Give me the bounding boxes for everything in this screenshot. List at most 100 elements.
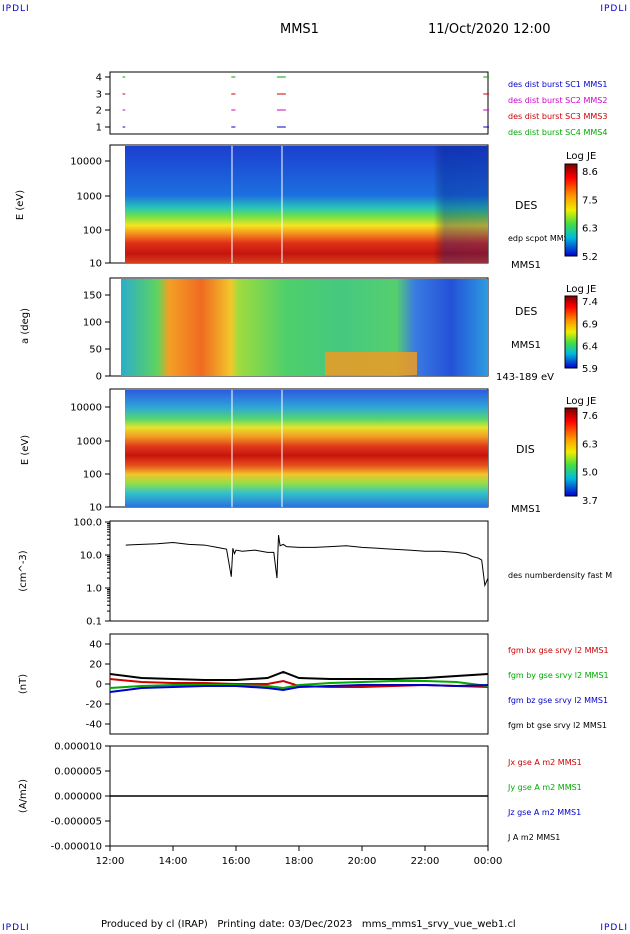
density-ylabel: (cm^-3) <box>18 550 29 591</box>
dis-energy-ylabel: E (eV) <box>20 435 31 465</box>
corner-label-top-right: IPDLI <box>600 4 628 14</box>
burst-interval-marks <box>122 76 489 128</box>
colorbar-tick-label: 5.2 <box>582 252 598 263</box>
des-energy-tick-label: 1000 <box>77 192 102 203</box>
footer-produced-text: Produced by cl (IRAP) <box>101 919 208 930</box>
des-pitch-energy-label: 143-189 eV <box>496 372 554 383</box>
des-pitch-tick-label: 50 <box>89 345 102 356</box>
density-tick-label: 0.1 <box>86 617 102 628</box>
density-legend: des numberdensity fast M <box>508 571 612 580</box>
colorbar-tick-label: 5.9 <box>582 364 598 375</box>
cb3-ticks: 7.6 6.3 5.0 3.7 <box>582 411 598 507</box>
des-energy-overlay-label: edp scpot MMS1 <box>508 234 574 243</box>
des-pitch-low-patch <box>325 352 417 375</box>
des-pitch-sc-label: MMS1 <box>511 340 541 351</box>
current-legend: Jx gse A m2 MMS1 Jy gse A m2 MMS1 Jz gse A… <box>507 758 582 842</box>
current-tick-label: 0.000005 <box>54 767 102 778</box>
bfield-legend: fgm bx gse srvy l2 MMS1 fgm by gse srvy l… <box>508 646 609 730</box>
des-energy-y-ticks: 10000 1000 100 10 <box>70 157 110 270</box>
bfield-tick-label: -20 <box>86 700 102 711</box>
time-axis: 12:00 14:00 16:00 18:00 20:00 22:00 00:00 <box>96 846 503 867</box>
colorbar-tick-label: 6.4 <box>582 342 598 353</box>
bfield-tick-label: 40 <box>89 640 102 651</box>
cb3-bar <box>564 407 578 497</box>
burst-legend-entry: des dist burst SC4 MMS4 <box>508 128 607 137</box>
current-tick-label: 0.000000 <box>54 792 102 803</box>
bfield-tick-label: -40 <box>86 720 102 731</box>
cb1-ticks: 8.6 7.5 6.3 5.2 <box>582 167 598 263</box>
bfield-legend-entry: fgm by gse srvy l2 MMS1 <box>508 671 609 680</box>
corner-label-bottom-left: IPDLI <box>2 923 30 933</box>
colorbar-tick-label: 6.3 <box>582 224 598 235</box>
bfield-legend-entry: fgm bz gse srvy l2 MMS1 <box>508 696 608 705</box>
cb2-bar <box>564 295 578 369</box>
time-tick-label: 16:00 <box>222 856 251 867</box>
dis-energy-spectrogram <box>125 390 488 507</box>
cb1-bar <box>564 163 578 257</box>
des-energy-tick-label: 10 <box>89 259 102 270</box>
des-pitch-tick-label: 0 <box>96 372 102 383</box>
cb3-title: Log JE <box>566 396 596 407</box>
burst-legend-entry: des dist burst SC2 MMS2 <box>508 96 607 105</box>
burst-legend: des dist burst SC1 MMS1 des dist burst SC… <box>508 80 607 137</box>
bfield-lines <box>109 670 489 693</box>
burst-tick-label: 3 <box>96 90 102 101</box>
colorbar-tick-label: 7.6 <box>582 411 598 422</box>
des-energy-sc-label: MMS1 <box>511 260 541 271</box>
des-pitch-spectrogram <box>121 279 488 376</box>
burst-tick-label: 2 <box>96 106 102 117</box>
current-y-ticks: 0.000010 0.000005 0.000000 -0.000005 -0.0000… <box>51 742 110 853</box>
des-pitch-y-ticks: 150 100 50 0 <box>83 291 110 383</box>
burst-tick-label: 1 <box>96 123 102 134</box>
bfield-series-line <box>109 684 489 693</box>
bfield-tick-label: 0 <box>96 680 102 691</box>
colorbar-tick-label: 8.6 <box>582 167 598 178</box>
cb2-title: Log JE <box>566 284 596 295</box>
colorbar-tick-label: 6.9 <box>582 319 598 330</box>
time-tick-label: 00:00 <box>474 856 503 867</box>
time-tick-label: 18:00 <box>285 856 314 867</box>
burst-tick-label: 4 <box>96 73 102 84</box>
date-title: 11/Oct/2020 12:00 <box>428 22 551 37</box>
bfield-series-line <box>109 680 489 690</box>
density-tick-label: 10.0 <box>80 551 102 562</box>
dis-energy-sc-label: MMS1 <box>511 504 541 515</box>
density-y-ticks: 100.0 10.0 1.0 0.1 <box>73 518 110 628</box>
colorbar-tick-label: 5.0 <box>582 468 598 479</box>
colorbar-tick-label: 7.4 <box>582 297 598 308</box>
burst-legend-entry: des dist burst SC3 MMS3 <box>508 112 607 121</box>
dis-energy-panel: 10000 1000 100 10 E (eV) DIS MMS1 Log JE 7.… <box>20 388 598 515</box>
dis-energy-tick-label: 1000 <box>77 437 102 448</box>
des-energy-ylabel: E (eV) <box>15 190 26 220</box>
cb2-ticks: 7.4 6.9 6.4 5.9 <box>582 297 598 375</box>
corner-label-bottom-right: IPDLI <box>600 923 628 933</box>
cb1-title: Log JE <box>566 151 596 162</box>
dis-energy-tick-label: 100 <box>83 470 102 481</box>
current-tick-label: -0.000005 <box>51 817 102 828</box>
dis-energy-tick-label: 10000 <box>70 403 102 414</box>
burst-panel-frame <box>109 71 489 135</box>
spacecraft-title: MMS1 <box>280 22 319 37</box>
bfield-legend-entry: fgm bt gse srvy l2 MMS1 <box>508 721 607 730</box>
density-panel: 100.0 10.0 1.0 0.1 (cm^-3) des numberdensit… <box>18 518 612 628</box>
des-pitch-panel: 150 100 50 0 a (deg) DES MMS1 143-189 eV Lo… <box>20 277 598 383</box>
des-energy-shade <box>125 146 488 263</box>
burst-legend-entry: des dist burst SC1 MMS1 <box>508 80 607 89</box>
colorbar-tick-label: 7.5 <box>582 195 598 206</box>
bfield-legend-entry: fgm bx gse srvy l2 MMS1 <box>508 646 609 655</box>
footer-file-text: mms_mms1_srvy_vue_web1.cl <box>361 919 516 930</box>
des-pitch-ylabel: a (deg) <box>20 308 31 344</box>
bfield-panel: 40 20 0 -20 -40 (nT) fgm bx gse srvy l2 MMS1… <box>18 633 609 735</box>
time-tick-label: 22:00 <box>411 856 440 867</box>
density-tick-label: 1.0 <box>86 584 102 595</box>
colorbar-tick-label: 6.3 <box>582 439 598 450</box>
dis-energy-y-ticks: 10000 1000 100 10 <box>70 403 110 514</box>
current-tick-label: -0.000010 <box>51 842 102 853</box>
current-legend-entry: Jy gse A m2 MMS1 <box>507 783 582 792</box>
density-tick-label: 100.0 <box>73 518 102 529</box>
current-tick-label: 0.000010 <box>54 742 102 753</box>
time-tick-label: 12:00 <box>96 856 125 867</box>
burst-axis-ticks: 4 3 2 1 <box>96 73 110 134</box>
bfield-y-ticks: 40 20 0 -20 -40 <box>86 640 110 731</box>
